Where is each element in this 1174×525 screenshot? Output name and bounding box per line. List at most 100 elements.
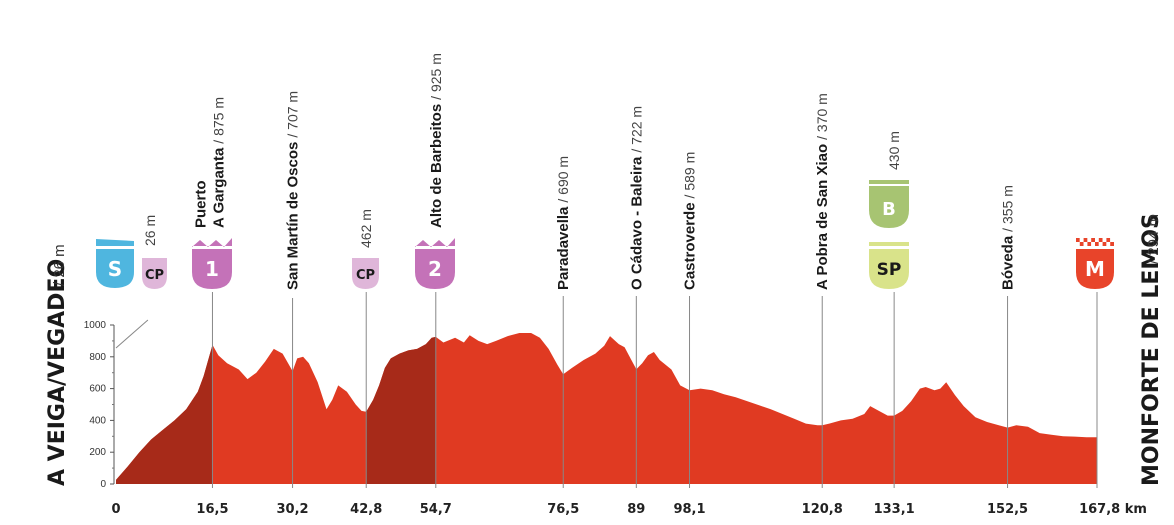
checker-square [1091, 242, 1095, 246]
sprint-badge: SP [869, 242, 909, 289]
waypoint-altitude-3: 462 m [358, 209, 374, 248]
y-tick-label: 400 [89, 415, 106, 426]
climb-badge-2-shield [415, 249, 455, 289]
waypoint-altitude-2: / 707 m [285, 91, 301, 138]
finish-town-name: MONFORTE DE LEMOS [1139, 213, 1164, 486]
sprint-badge-flag-icon [869, 242, 909, 246]
checker-square [1076, 242, 1080, 246]
start-town-name: A VEIGA/VEGADEO [45, 259, 70, 486]
climb-badge-2-flag-icon [415, 238, 455, 247]
checker-square [1098, 238, 1103, 242]
climb-segment-1 [116, 344, 213, 484]
waypoint-altitude-4: / 925 m [428, 53, 444, 100]
start-badge-label: S [108, 257, 122, 281]
waypoints: 0 167,8 km 26 m 16,5 Puerto A Garganta / 875 m… [111, 53, 1146, 517]
y-tick-label: 200 [89, 447, 106, 458]
waypoint-altitude-5: / 690 m [555, 156, 571, 203]
start-altitude: / 26 m [51, 244, 68, 286]
km-label-2: 30,2 [277, 502, 309, 517]
checker-square [1087, 242, 1092, 246]
checker-square [1095, 242, 1099, 246]
waypoint-altitude-7: / 589 m [682, 152, 698, 199]
km-label-5: 76,5 [547, 502, 579, 517]
checker-square [1106, 242, 1111, 246]
start-badge-flag-icon [96, 239, 134, 246]
waypoint-altitude-1: / 875 m [210, 97, 226, 144]
km-label-finish: 167,8 km [1079, 502, 1147, 517]
finish-badge-shield [1076, 249, 1114, 289]
elevation-profile [116, 333, 1097, 484]
cp-badge-1: CP [142, 258, 167, 289]
waypoint-name-8: A Pobra de San Xiao [814, 144, 831, 290]
waypoint-name-4: Alto de Barbeitos [428, 104, 445, 228]
cp-badge-1-label: CP [145, 268, 164, 283]
km-label-9: 133,1 [874, 502, 915, 517]
waypoint-altitude-6: / 722 m [628, 106, 644, 153]
checker-square [1079, 242, 1084, 246]
checker-square [1083, 242, 1088, 246]
km-label-6: 89 [627, 502, 645, 517]
checker-square [1079, 238, 1084, 242]
bonus-badge-label: B [882, 199, 896, 220]
checkered-flag-icon [1076, 238, 1114, 246]
y-tick-label: 800 [89, 352, 106, 363]
km-label-start: 0 [111, 502, 120, 517]
waypoint-name-7: Castroverde [682, 202, 699, 290]
waypoint-name-1: Puerto [192, 180, 209, 228]
waypoint-name-5: Paradavella [555, 206, 572, 290]
finish-altitude: / 294 m [1145, 214, 1162, 264]
checker-square [1091, 238, 1095, 242]
y-tick-label: 600 [89, 384, 106, 395]
start-badge: S [96, 239, 134, 288]
km-label-7: 98,1 [673, 502, 705, 517]
sprint-badge-shield [869, 249, 909, 289]
checker-square [1095, 238, 1099, 242]
finish-badge: M [1076, 238, 1114, 289]
waypoint-altitude-0: 26 m [142, 215, 158, 246]
climb-badge-1-label: 1 [205, 257, 219, 281]
waypoint-name-2: San Martín de Oscos [285, 142, 302, 290]
bonus-badge: B [869, 180, 909, 228]
sprint-badge-label: SP [877, 260, 902, 280]
waypoint-name-6: O Cádavo - Baleira [628, 156, 645, 290]
waypoint-name-10: Bóveda [1000, 235, 1017, 290]
climb-badge-1: 1 [192, 238, 232, 289]
start-label: A VEIGA/VEGADEO / 26 m [45, 244, 70, 486]
km-label-4: 54,7 [420, 502, 452, 517]
checker-square [1083, 238, 1088, 242]
elevation-area [116, 333, 1097, 484]
waypoint-altitude-9: 430 m [886, 131, 902, 170]
climb-badge-2: 2 [415, 238, 455, 289]
waypoint-altitude-8: / 370 m [814, 93, 830, 140]
checker-square [1106, 238, 1111, 242]
checker-square [1098, 242, 1103, 246]
waypoint-name2-1: A Garganta [210, 147, 227, 228]
climb-badge-1-shield [192, 249, 232, 289]
km-label-10: 152,5 [987, 502, 1028, 517]
climb-badge-1-flag-icon [192, 238, 232, 247]
cp-leader-line [115, 319, 149, 349]
checker-square [1087, 238, 1092, 242]
cp-badge-2-label: CP [356, 268, 375, 283]
km-label-3: 42,8 [350, 502, 382, 517]
start-badge-shield [96, 249, 134, 288]
finish-label: MONFORTE DE LEMOS / 294 m [1139, 213, 1164, 486]
climb-segment-2 [366, 336, 436, 484]
checker-square [1110, 242, 1114, 246]
climb-badge-2-label: 2 [428, 257, 442, 281]
bonus-badge-shield [869, 186, 909, 228]
y-tick-label: 0 [100, 479, 106, 490]
finish-badge-label: M [1085, 257, 1105, 281]
km-label-1: 16,5 [196, 502, 228, 517]
bonus-badge-flag-icon [869, 180, 909, 184]
km-label-8: 120,8 [802, 502, 843, 517]
y-tick-label: 1000 [84, 320, 107, 331]
cp-badge-2-shield [352, 258, 379, 289]
cp-badge-2: CP [352, 258, 379, 289]
y-axis: 0 200 400 600 800 1000 [84, 320, 115, 490]
checker-square [1102, 242, 1107, 246]
checker-square [1076, 238, 1080, 242]
checker-square [1110, 238, 1114, 242]
waypoint-altitude-10: / 355 m [1000, 185, 1016, 232]
